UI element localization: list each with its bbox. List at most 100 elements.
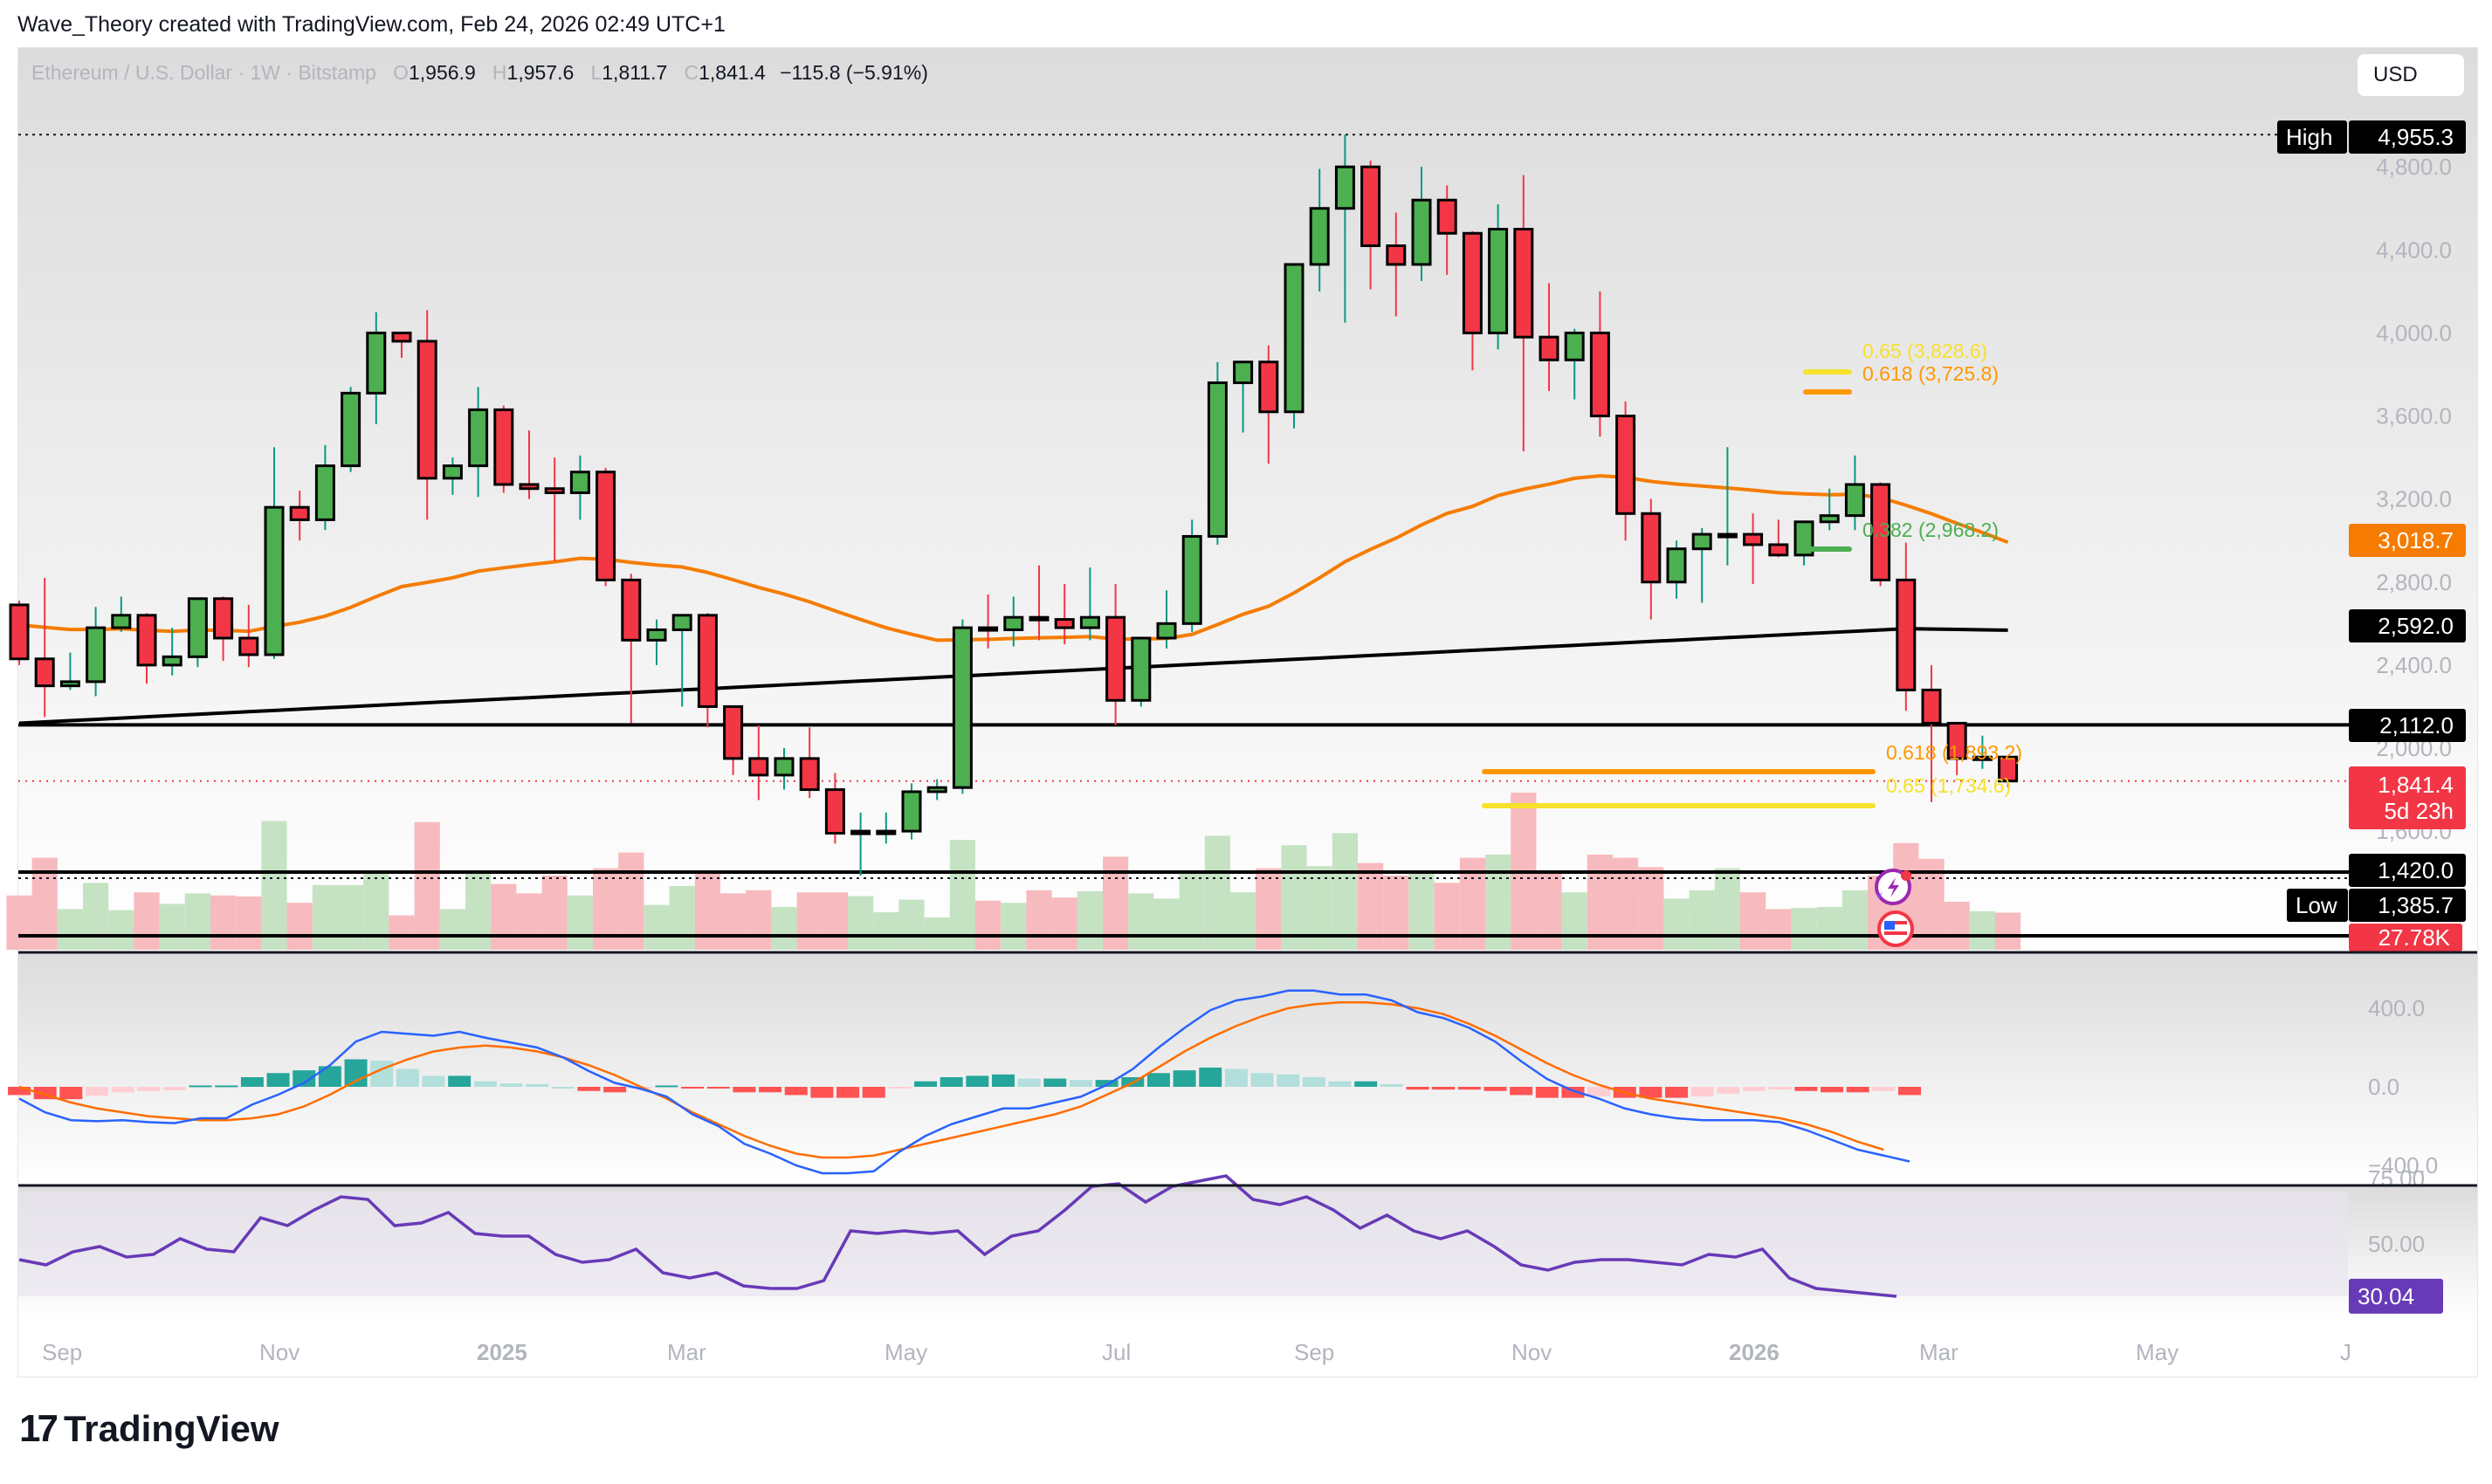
candle-body[interactable] <box>1131 636 1152 702</box>
macd-histogram-bar <box>1510 1087 1533 1096</box>
candle-body[interactable] <box>621 578 642 642</box>
candle-body[interactable] <box>850 829 871 835</box>
candle-body[interactable] <box>1436 198 1457 235</box>
volume-bar <box>1663 898 1690 950</box>
volume-bar <box>414 821 440 950</box>
candle-body[interactable] <box>1079 615 1100 629</box>
candle-body[interactable] <box>876 829 897 835</box>
candle-body[interactable] <box>468 408 489 468</box>
candle-body[interactable] <box>1181 534 1202 625</box>
time-axis-area[interactable] <box>18 1317 2477 1377</box>
candle-body[interactable] <box>1946 721 1967 760</box>
candle-body[interactable] <box>1054 618 1075 629</box>
candle-body[interactable] <box>136 614 157 667</box>
price-tick-label: 3,200.0 <box>2376 486 2452 512</box>
candle-body[interactable] <box>86 626 107 684</box>
candle-body[interactable] <box>774 757 795 777</box>
candle-body[interactable] <box>1666 547 1687 584</box>
candle-body[interactable] <box>1589 331 1610 418</box>
candle-body[interactable] <box>1896 578 1917 691</box>
candle-body[interactable] <box>366 331 387 395</box>
candle-body[interactable] <box>978 626 999 632</box>
candle-body[interactable] <box>1998 755 2019 783</box>
candle-body[interactable] <box>646 628 667 642</box>
candle-body[interactable] <box>1691 532 1712 551</box>
candle-body[interactable] <box>442 464 463 480</box>
candle-body[interactable] <box>1717 532 1738 539</box>
macd-histogram-bar <box>1224 1068 1248 1087</box>
candle-body[interactable] <box>901 790 922 833</box>
time-axis[interactable]: Sep Nov 2025 Mar May Jul Sep Nov 2026 Mar May J <box>42 1339 2351 1365</box>
candle-body[interactable] <box>9 603 30 661</box>
volume-bar <box>618 852 644 950</box>
candle-body[interactable] <box>1488 228 1509 334</box>
volume-bar <box>1408 870 1435 950</box>
macd-pane[interactable] <box>18 953 2477 1185</box>
candle-body[interactable] <box>952 626 973 789</box>
candle-body[interactable] <box>1284 263 1305 414</box>
candle-body[interactable] <box>799 757 820 792</box>
candle-body[interactable] <box>1615 415 1636 515</box>
candle-body[interactable] <box>162 655 182 667</box>
candle-body[interactable] <box>1564 331 1585 361</box>
candle-body[interactable] <box>544 487 565 495</box>
candle-body[interactable] <box>59 680 80 688</box>
fib-level-label: 0.618 (1,893.2) <box>1886 741 2022 764</box>
tradingview-logo[interactable]: 17 TradingView <box>19 1407 279 1451</box>
candle-body[interactable] <box>341 391 361 468</box>
candle-body[interactable] <box>748 757 769 777</box>
candle-body[interactable] <box>1513 228 1534 339</box>
candle-body[interactable] <box>1258 361 1279 414</box>
candle-body[interactable] <box>595 471 616 581</box>
candle-body[interactable] <box>416 340 437 480</box>
candle-body[interactable] <box>1029 615 1050 622</box>
candle-body[interactable] <box>1972 755 1993 761</box>
candle-body[interactable] <box>1360 165 1381 248</box>
candle-body[interactable] <box>697 614 718 708</box>
candle-body[interactable] <box>1462 231 1483 334</box>
candle-body[interactable] <box>1539 335 1559 361</box>
ai-assistant-icon[interactable] <box>1875 869 1911 905</box>
candle-body[interactable] <box>1844 483 1865 518</box>
candle-body[interactable] <box>1819 514 1840 524</box>
currency-button[interactable]: USD <box>2358 54 2464 96</box>
candle-body[interactable] <box>187 597 208 658</box>
candle-body[interactable] <box>34 657 55 688</box>
candle-body[interactable] <box>391 331 412 343</box>
candle-body[interactable] <box>824 788 845 835</box>
candle-body[interactable] <box>111 614 132 629</box>
candle-body[interactable] <box>289 505 310 521</box>
candle-body[interactable] <box>1641 512 1662 584</box>
price-axis[interactable]: 4,800.0 4,400.0 4,000.0 3,600.0 3,200.0 2,800… <box>2277 120 2466 1314</box>
candle-body[interactable] <box>1870 483 1891 581</box>
candle-body[interactable] <box>314 464 335 521</box>
candle-body[interactable] <box>1411 198 1432 266</box>
candle-body[interactable] <box>1386 244 1407 266</box>
candle-body[interactable] <box>1207 381 1228 538</box>
candle-body[interactable] <box>1334 165 1355 210</box>
us-economic-event-icon[interactable] <box>1877 910 1914 947</box>
candle-body[interactable] <box>493 408 514 486</box>
candle-body[interactable] <box>1105 615 1126 702</box>
candle-body[interactable] <box>671 614 692 631</box>
candle-body[interactable] <box>519 483 540 491</box>
candle-body[interactable] <box>1156 622 1177 640</box>
macd-histogram-bar <box>1690 1087 1714 1097</box>
candle-body[interactable] <box>1233 361 1254 384</box>
price-pane[interactable] <box>18 48 2477 952</box>
candle-body[interactable] <box>213 597 234 640</box>
candle-body[interactable] <box>238 636 259 656</box>
candle-body[interactable] <box>264 505 285 656</box>
candle-body[interactable] <box>723 704 744 760</box>
candle-body[interactable] <box>1309 207 1330 266</box>
candle-body[interactable] <box>1743 532 1764 546</box>
candle-body[interactable] <box>1921 688 1942 725</box>
candle-body[interactable] <box>569 471 590 495</box>
candle-body[interactable] <box>1003 615 1024 631</box>
chart-container[interactable] <box>17 47 2478 1378</box>
candle-body[interactable] <box>926 786 947 794</box>
macd-histogram-bar <box>1069 1080 1092 1087</box>
volume-bar <box>644 904 670 950</box>
candle-body[interactable] <box>1768 543 1789 557</box>
